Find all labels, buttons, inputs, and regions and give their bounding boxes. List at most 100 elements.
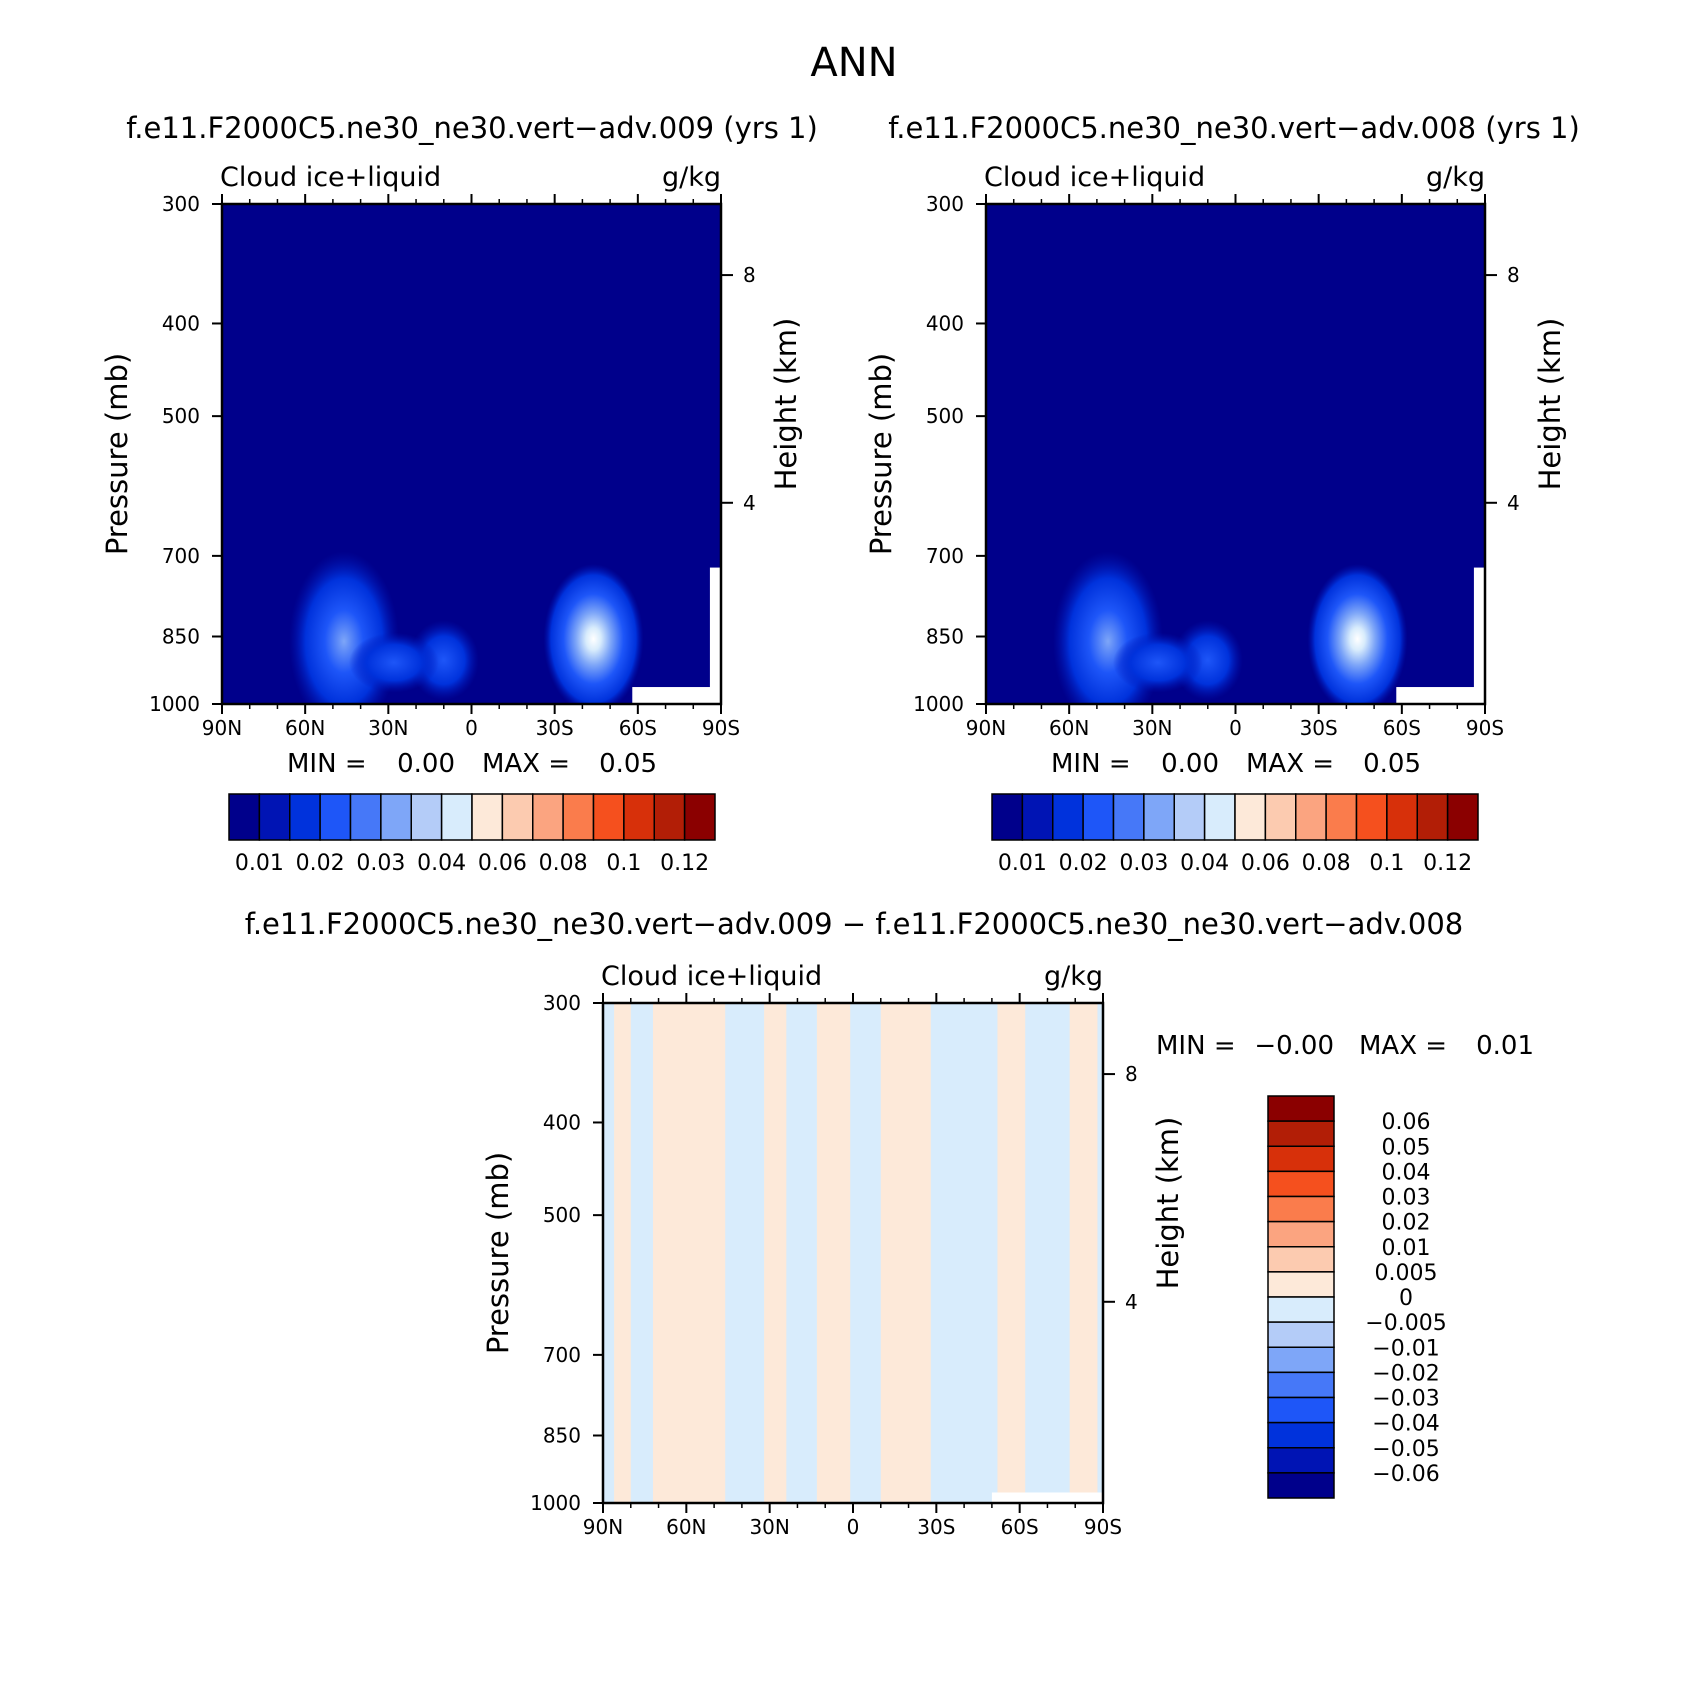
x-tick-label: 0 (1229, 716, 1242, 740)
colorbar: 0.01 0.02 0.03 0.04 0.06 0.08 0.1 0.12 (228, 793, 716, 876)
y-axis-title-right: Height (km) (1533, 318, 1567, 491)
y-tick-label: 1000 (913, 692, 964, 716)
y-tick-label: 1000 (149, 692, 200, 716)
contour-blob-3 (1112, 632, 1203, 693)
positive-band-3 (816, 1003, 851, 1503)
colorbar-box-14 (653, 793, 686, 841)
positive-band-6 (1069, 1003, 1098, 1503)
colorbar-box-1 (1021, 793, 1054, 841)
min-value: 0.00 (397, 749, 455, 779)
colorbar-label: 0.08 (539, 851, 588, 876)
colorbar-label: 0.06 (478, 851, 527, 876)
x-tick-label: 60S (1383, 716, 1421, 740)
y-tick-label: 500 (926, 404, 964, 428)
colorbar-box-6 (410, 793, 443, 841)
colorbar-box-7 (1267, 1271, 1335, 1298)
positive-band-4 (880, 1003, 931, 1503)
colorbar-box-5 (380, 793, 412, 841)
colorbar-box-9 (1267, 1321, 1335, 1348)
contour-blob-3 (348, 632, 439, 693)
x-tick-label: 90S (702, 716, 740, 740)
missing-data-region (632, 687, 721, 704)
colorbar-label: −0.02 (1372, 1361, 1439, 1386)
colorbar-box-15 (1446, 793, 1479, 841)
colorbar-box-1 (258, 793, 291, 841)
colorbar-box-10 (1267, 1346, 1335, 1374)
colorbar-label: −0.005 (1365, 1311, 1446, 1336)
units-label: g/kg (1044, 961, 1103, 992)
colorbar-label: 0.01 (235, 851, 284, 876)
panel-title: f.e11.F2000C5.ne30_ne30.vert−adv.008 (yr… (888, 111, 1580, 145)
colorbar: 0.01 0.02 0.03 0.04 0.06 0.08 0.1 0.12 (991, 793, 1479, 876)
colorbar-box-15 (1267, 1472, 1335, 1499)
colorbar-label: 0.03 (1382, 1186, 1431, 1211)
colorbar-label: 0.005 (1375, 1261, 1438, 1286)
min-value: −0.00 (1254, 1031, 1334, 1061)
colorbar-box-9 (1264, 793, 1297, 841)
colorbar-label: −0.06 (1372, 1462, 1439, 1487)
y-tick-label: 850 (926, 625, 964, 649)
contour-field (222, 204, 721, 704)
colorbar-label: 0.1 (606, 851, 641, 876)
contour-field (603, 1003, 1103, 1503)
contour-field (986, 204, 1485, 704)
colorbar-label: 0.05 (1382, 1135, 1431, 1160)
colorbar-label: 0.03 (356, 851, 405, 876)
height-tick-label: 8 (1125, 1062, 1138, 1086)
missing-data-region (709, 567, 721, 704)
y-tick-label: 850 (162, 625, 200, 649)
max-label: MAX = (1246, 749, 1334, 779)
colorbar-box-13 (1267, 1421, 1335, 1449)
colorbar-box-11 (1267, 1371, 1335, 1399)
x-tick-label: 30S (1300, 716, 1338, 740)
panel-1: f.e11.F2000C5.ne30_ne30.vert−adv.008 (yr… (864, 111, 1580, 876)
colorbar-box-11 (562, 793, 595, 841)
colorbar-label: 0.08 (1302, 851, 1351, 876)
colorbar-label: 0 (1399, 1286, 1413, 1311)
colorbar-box-0 (991, 793, 1024, 841)
figure-title: ANN (810, 40, 897, 86)
colorbar-label: 0.1 (1369, 851, 1404, 876)
colorbar-label: 0.12 (1423, 851, 1472, 876)
x-tick-label: 90N (583, 1515, 623, 1539)
y-tick-label: 400 (543, 1110, 581, 1134)
positive-band-0 (614, 1003, 631, 1503)
y-tick-label: 300 (543, 991, 581, 1015)
y-tick-label: 1000 (530, 1491, 581, 1515)
x-tick-label: 90S (1084, 1515, 1122, 1539)
panel-2: f.e11.F2000C5.ne30_ne30.vert−adv.009 − f… (245, 907, 1534, 1539)
contour-blob-1 (543, 563, 644, 704)
min-label: MIN = (1051, 749, 1131, 779)
colorbar-box-9 (501, 793, 534, 841)
units-label: g/kg (662, 162, 721, 193)
x-tick-label: 60N (666, 1515, 706, 1539)
min-value: 0.00 (1161, 749, 1219, 779)
height-tick-label: 8 (1507, 263, 1520, 287)
variable-label: Cloud ice+liquid (601, 961, 822, 992)
max-value: 0.05 (1363, 749, 1421, 779)
missing-data-region (1473, 567, 1485, 704)
colorbar-box-4 (349, 793, 382, 841)
y-tick-label: 400 (926, 311, 964, 335)
y-tick-label: 500 (162, 404, 200, 428)
missing-data-region (1396, 687, 1485, 704)
y-axis-title: Pressure (mb) (100, 353, 134, 555)
positive-band-1 (653, 1003, 726, 1503)
max-value: 0.01 (1476, 1031, 1534, 1061)
colorbar-label: 0.02 (1059, 851, 1108, 876)
colorbar-label: 0.01 (998, 851, 1047, 876)
y-tick-label: 500 (543, 1203, 581, 1227)
colorbar-box-10 (1295, 793, 1327, 841)
panel-title: f.e11.F2000C5.ne30_ne30.vert−adv.009 (yr… (126, 111, 818, 145)
x-tick-label: 60S (1001, 1515, 1039, 1539)
colorbar-box-6 (1173, 793, 1206, 841)
x-tick-label: 30S (917, 1515, 955, 1539)
x-tick-label: 60S (619, 716, 657, 740)
colorbar-label: −0.05 (1372, 1437, 1439, 1462)
colorbar-box-3 (1267, 1170, 1335, 1198)
max-label: MAX = (482, 749, 570, 779)
x-tick-label: 0 (465, 716, 478, 740)
variable-label: Cloud ice+liquid (984, 162, 1205, 193)
colorbar-box-6 (1267, 1246, 1335, 1273)
height-tick-label: 4 (743, 491, 756, 515)
